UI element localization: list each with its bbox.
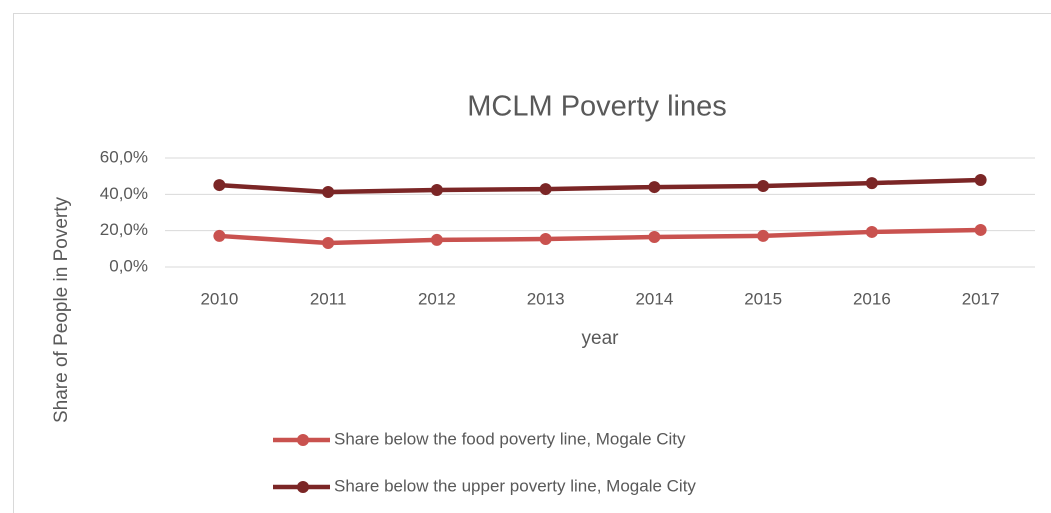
- chart-frame: [13, 13, 1051, 513]
- series-point: [322, 185, 335, 198]
- x-tick-label: 2012: [418, 289, 456, 308]
- x-tick-label: 2016: [853, 289, 891, 308]
- series-point: [213, 179, 226, 192]
- x-axis-label: year: [582, 328, 620, 349]
- series-point: [539, 233, 552, 246]
- series-point: [648, 181, 661, 194]
- series-point: [648, 231, 661, 244]
- x-tick-label: 2013: [527, 289, 565, 308]
- series-point: [430, 233, 443, 246]
- legend-marker: [297, 434, 309, 446]
- series-point: [865, 225, 878, 238]
- series-line: [219, 177, 981, 195]
- y-axis-label: Share of People in Poverty: [51, 196, 72, 423]
- y-tick-label: 20,0%: [100, 220, 148, 239]
- series-point: [539, 183, 552, 196]
- series-point: [322, 237, 335, 250]
- legend-label: Share below the upper poverty line, Moga…: [334, 476, 696, 495]
- legend-label: Share below the food poverty line, Mogal…: [334, 429, 686, 448]
- legend-marker: [297, 481, 309, 493]
- x-tick-label: 2010: [200, 289, 238, 308]
- series-point: [865, 177, 878, 190]
- chart-title: MCLM Poverty lines: [467, 91, 726, 123]
- series-point: [430, 183, 443, 196]
- series-line: [219, 227, 981, 246]
- series-point: [757, 229, 770, 242]
- x-tick-label: 2014: [635, 289, 673, 308]
- y-tick-label: 0,0%: [109, 256, 148, 275]
- series-point: [974, 173, 987, 186]
- series-point: [757, 179, 770, 192]
- x-tick-label: 2015: [744, 289, 782, 308]
- y-tick-label: 60,0%: [100, 147, 148, 166]
- x-tick-label: 2017: [962, 289, 1000, 308]
- x-tick-label: 2011: [310, 289, 347, 308]
- series-point: [974, 223, 987, 236]
- y-tick-label: 40,0%: [100, 184, 148, 203]
- series-point: [213, 229, 226, 242]
